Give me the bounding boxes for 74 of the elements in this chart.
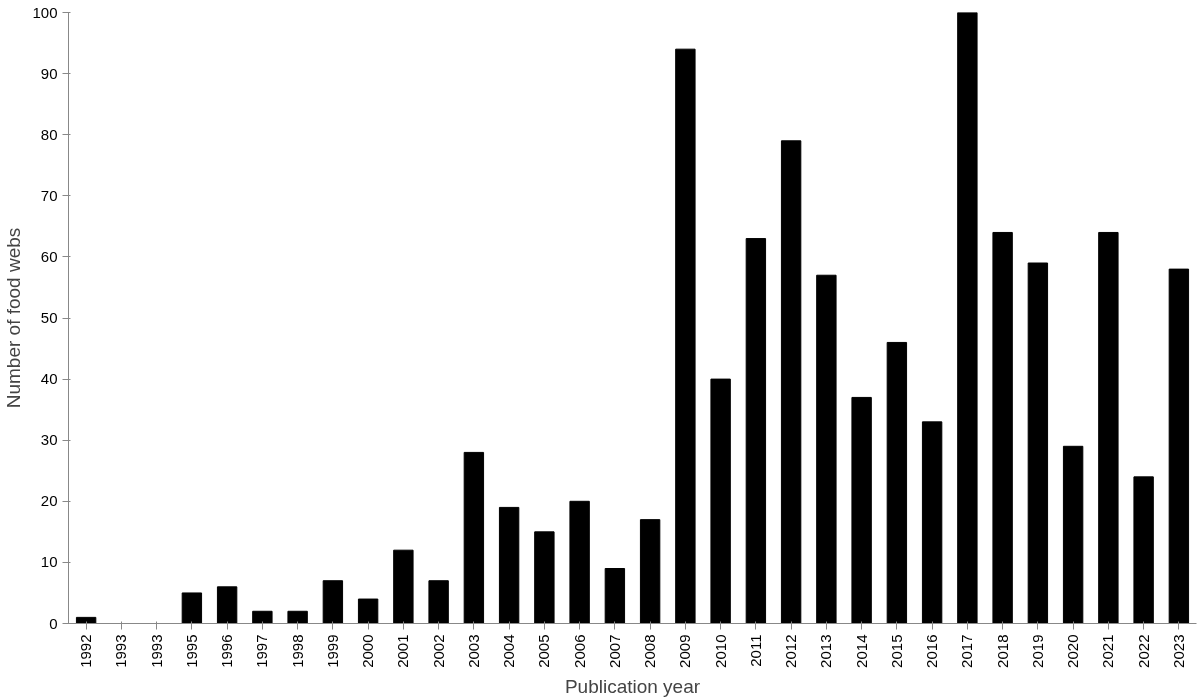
bar [710, 378, 731, 624]
x-tick-label: 1995 [182, 634, 200, 668]
x-tick-label: 2020 [1064, 634, 1082, 668]
y-tick-label: 90 [40, 64, 58, 82]
bar [921, 421, 943, 624]
x-tick-label: 2014 [852, 634, 870, 668]
x-tick-label: 2008 [641, 634, 659, 668]
x-tick-label: 2010 [711, 634, 729, 668]
x-tick-label: 2000 [359, 634, 377, 668]
x-tick-label: 1992 [77, 634, 95, 668]
x-tick-label: 1999 [323, 634, 341, 668]
y-tick-label: 10 [40, 553, 58, 571]
x-tick-label: 2022 [1134, 634, 1152, 668]
x-tick-label: 2017 [958, 634, 976, 668]
bar [675, 48, 696, 624]
x-tick-label: 2002 [429, 634, 447, 668]
y-tick-label: 0 [49, 614, 58, 632]
bar [1168, 268, 1190, 624]
bar [851, 396, 872, 624]
x-tick-label: 2013 [817, 634, 835, 668]
x-tick-label: 2005 [535, 634, 553, 668]
bar [216, 586, 238, 624]
x-tick-label: 2021 [1099, 634, 1117, 668]
bar [463, 451, 485, 624]
x-tick-label: 2016 [923, 634, 941, 668]
x-tick-label: 1998 [288, 634, 306, 668]
x-axis-title: Publication year [564, 675, 701, 697]
y-tick-label: 70 [40, 186, 58, 204]
bar [428, 580, 449, 624]
x-tick-label: 2007 [605, 634, 623, 668]
x-tick-label: 2023 [1169, 634, 1187, 668]
y-axis-title: Number of food webs [3, 227, 25, 409]
bar [604, 568, 626, 624]
bar [1098, 231, 1119, 624]
x-tick-label: 2018 [993, 634, 1011, 668]
bar [252, 610, 273, 624]
bar [957, 12, 978, 624]
x-tick-label: 1996 [218, 634, 236, 668]
bar [357, 598, 379, 624]
x-tick-label: 1993 [147, 634, 165, 668]
y-tick-label: 20 [40, 492, 58, 510]
y-tick-label: 60 [40, 247, 58, 265]
x-tick-label: 2004 [500, 634, 518, 668]
y-tick-label: 80 [40, 125, 58, 143]
y-tick-label: 50 [40, 309, 58, 326]
bar [569, 500, 590, 624]
bar [287, 610, 308, 624]
bar [816, 274, 837, 624]
bar [1133, 476, 1154, 624]
y-tick-label: 30 [40, 431, 58, 449]
bar [992, 231, 1013, 624]
bar [534, 531, 555, 624]
x-tick-label: 2009 [676, 634, 694, 668]
bar [639, 519, 661, 624]
x-tick-label: 2001 [394, 634, 412, 668]
x-tick-label: 2006 [570, 634, 588, 668]
bar [1027, 262, 1049, 624]
y-tick-label: 40 [40, 370, 58, 388]
bar [393, 549, 414, 624]
x-tick-label: 2015 [887, 634, 905, 668]
y-tick-label: 100 [32, 3, 58, 21]
bar [745, 238, 767, 624]
bar [498, 506, 520, 624]
bar [322, 580, 344, 624]
x-tick-label: 1997 [253, 634, 271, 668]
bar [181, 592, 203, 624]
x-tick-label: 2012 [782, 634, 800, 668]
bar [886, 341, 908, 624]
x-tick-label: 2011 [746, 634, 764, 667]
bar [1062, 445, 1084, 624]
x-tick-label: 1993 [112, 634, 130, 668]
x-tick-label: 2019 [1028, 634, 1046, 668]
x-tick-label: 2003 [464, 634, 482, 668]
bar [780, 140, 802, 624]
